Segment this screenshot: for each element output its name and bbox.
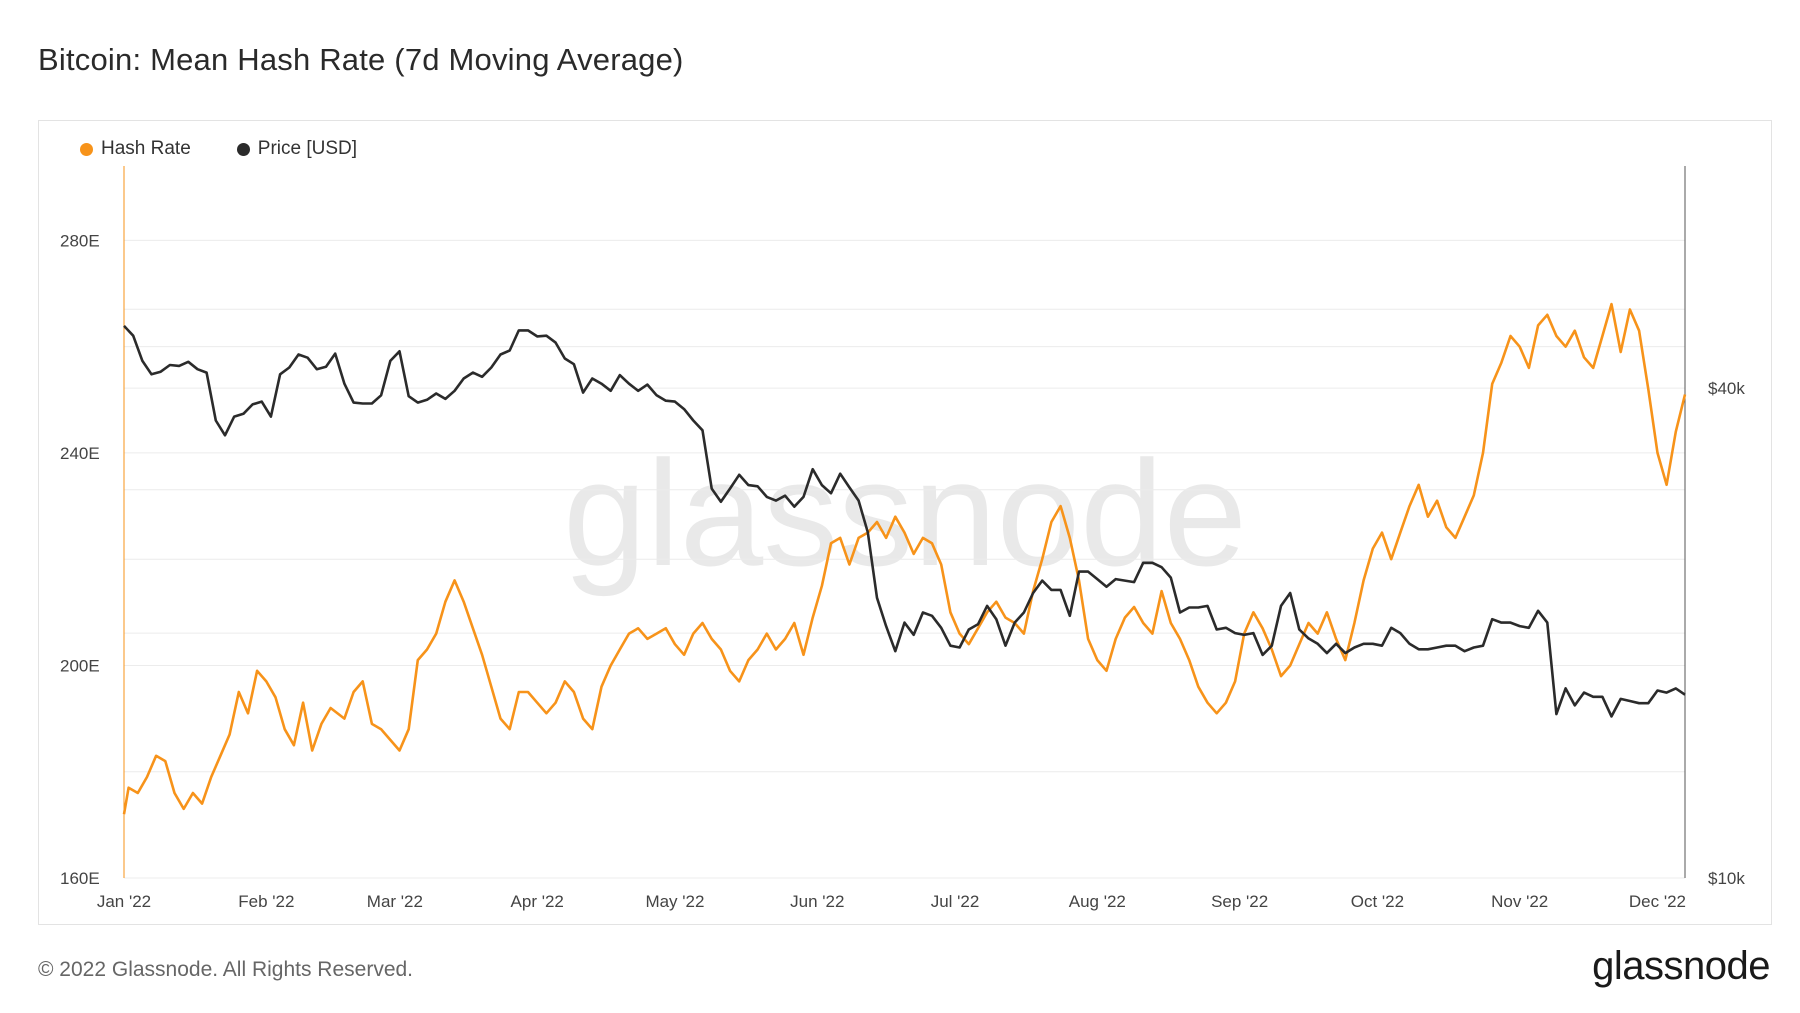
watermark-text: glassnode <box>563 429 1247 597</box>
y-right-tick-label: $40k <box>1708 379 1745 398</box>
x-tick-label: Nov '22 <box>1491 892 1548 911</box>
legend-item-price[interactable]: Price [USD] <box>236 138 358 160</box>
y-right-tick-label: $10k <box>1708 869 1745 888</box>
legend-label-hash-rate: Hash Rate <box>101 138 191 159</box>
x-tick-label: Feb '22 <box>238 892 294 911</box>
series-price-line <box>123 325 1686 718</box>
x-tick-label: Jul '22 <box>931 892 980 911</box>
series-hash-rate-line <box>122 302 1687 815</box>
footer-copyright: © 2022 Glassnode. All Rights Reserved. <box>38 958 414 981</box>
x-tick-label: May '22 <box>645 892 704 911</box>
y-left-tick-label: 240E <box>60 444 100 463</box>
y-left-tick-label: 160E <box>60 869 100 888</box>
x-tick-label: Jun '22 <box>790 892 844 911</box>
x-tick-label: Apr '22 <box>511 892 564 911</box>
chart-frame <box>38 120 1772 925</box>
legend-label-price: Price [USD] <box>257 138 358 159</box>
chart-title: Bitcoin: Mean Hash Rate (7d Moving Avera… <box>38 42 684 77</box>
legend-item-hash-rate[interactable]: Hash Rate <box>80 138 191 160</box>
y-left-tick-label: 280E <box>60 231 100 250</box>
y-left-tick-label: 200E <box>60 656 100 675</box>
x-tick-label: Oct '22 <box>1351 892 1404 911</box>
x-tick-label: Sep '22 <box>1211 892 1268 911</box>
x-tick-label: Aug '22 <box>1069 892 1126 911</box>
x-tick-label: Dec '22 <box>1629 892 1686 911</box>
legend-dot-hash-rate <box>80 142 93 156</box>
legend-dot-price <box>236 142 250 156</box>
footer-logo[interactable]: glassnode <box>1592 944 1770 988</box>
x-tick-label: Jan '22 <box>97 892 151 911</box>
x-tick-label: Mar '22 <box>367 892 423 911</box>
legend: Hash Rate Price [USD] <box>80 138 357 160</box>
